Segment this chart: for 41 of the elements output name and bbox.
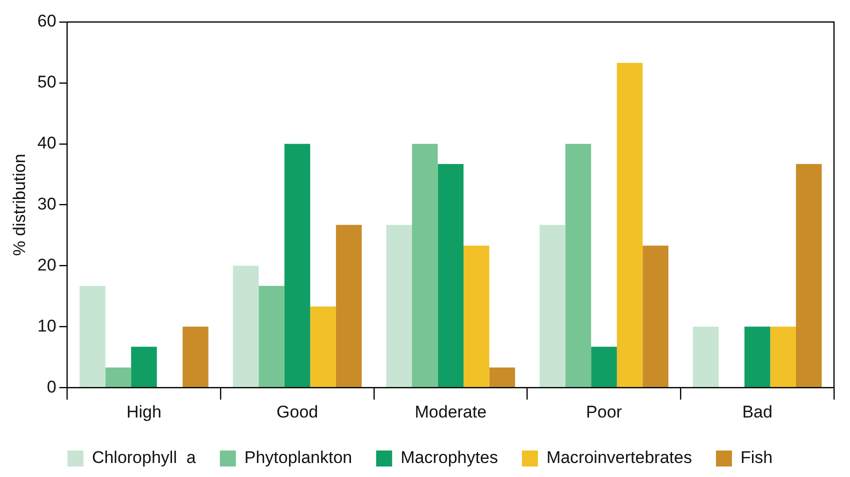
bar	[464, 246, 490, 387]
y-tick-label: 10	[37, 316, 56, 336]
legend-label: Macroinvertebrates	[546, 448, 692, 468]
bar	[591, 346, 617, 387]
y-tick-label: 20	[37, 255, 56, 274]
y-tick-label: 50	[37, 72, 56, 92]
legend-label: Chlorophyll a	[92, 448, 196, 468]
y-tick-label: 0	[46, 377, 56, 396]
legend-label: Fish	[740, 448, 773, 468]
y-tick-label: 60	[37, 12, 56, 31]
y-tick-label: 30	[37, 194, 56, 214]
bar	[565, 144, 592, 387]
x-tick-label: High	[126, 402, 162, 422]
bar	[692, 326, 719, 387]
bar	[336, 224, 362, 387]
bar	[744, 326, 770, 387]
bar	[105, 367, 132, 387]
bar	[796, 164, 822, 387]
bar	[642, 246, 668, 387]
bar	[489, 367, 516, 387]
bar	[131, 346, 157, 387]
bar	[310, 306, 336, 387]
bar	[616, 62, 643, 387]
x-tick-label: Moderate	[414, 402, 487, 422]
bar	[386, 224, 412, 387]
bar	[770, 326, 796, 387]
bar	[232, 266, 259, 387]
bar	[284, 144, 310, 387]
legend-label: Macrophytes	[400, 448, 498, 468]
legend-label: Phytoplankton	[244, 448, 352, 468]
x-tick-label: Bad	[742, 402, 772, 422]
y-axis-title: % distribution	[10, 154, 29, 256]
bar	[438, 164, 464, 387]
bar	[540, 224, 566, 387]
x-tick-label: Good	[276, 402, 318, 422]
bar	[412, 144, 438, 387]
bar	[258, 286, 284, 387]
x-tick-label: Poor	[586, 402, 622, 422]
bar	[80, 286, 106, 387]
y-tick-label: 40	[37, 134, 56, 153]
bar	[182, 326, 208, 387]
